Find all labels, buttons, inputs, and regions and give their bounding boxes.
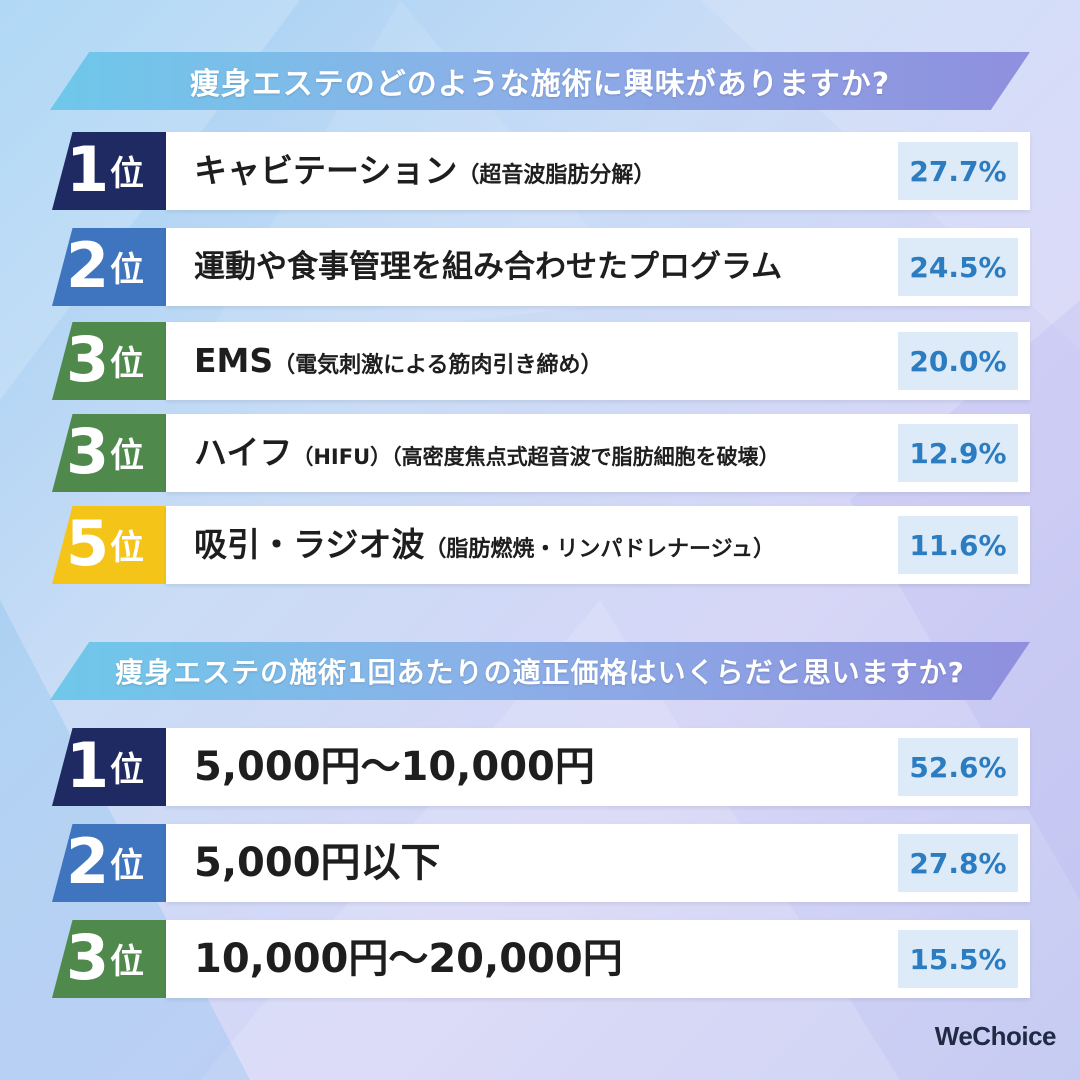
q2-row-3: 3 位 10,000円〜20,000円 15.5% xyxy=(52,920,1030,998)
rank-suffix: 位 xyxy=(110,436,144,476)
q1-row-3: 3 位 EMS（電気刺激による筋肉引き締め） 20.0% xyxy=(52,322,1030,400)
answer-card: 吸引・ラジオ波（脂肪燃焼・リンパドレナージュ） 11.6% xyxy=(166,506,1030,584)
rank-number: 1 xyxy=(66,729,110,802)
rank-number: 3 xyxy=(66,323,110,396)
answer-label: EMS xyxy=(194,341,274,380)
rank-badge: 2 位 xyxy=(52,228,166,306)
answer-label: 5,000円以下 xyxy=(194,840,441,886)
answer-card: キャビテーション（超音波脂肪分解） 27.7% xyxy=(166,132,1030,210)
wechoice-logo: WeChoice xyxy=(934,1021,1057,1051)
rank-suffix: 位 xyxy=(110,528,144,568)
answer-card: ハイフ（HIFU）（高密度焦点式超音波で脂肪細胞を破壊） 12.9% xyxy=(166,414,1030,492)
answer-card: 5,000円以下 27.8% xyxy=(166,824,1030,902)
answer-percent: 15.5% xyxy=(898,930,1018,988)
q1-title-banner: 痩身エステのどのような施術に興味がありますか? xyxy=(50,52,1030,110)
answer-note: （脂肪燃焼・リンパドレナージュ） xyxy=(424,537,776,562)
answer-percent: 27.8% xyxy=(898,834,1018,892)
answer-percent: 24.5% xyxy=(898,238,1018,296)
answer-card: 運動や食事管理を組み合わせたプログラム 24.5% xyxy=(166,228,1030,306)
answer-label: ハイフ xyxy=(194,433,293,472)
q2-title: 痩身エステの施術1回あたりの適正価格はいくらだと思いますか? xyxy=(115,656,965,689)
rank-badge: 3 位 xyxy=(52,414,166,492)
rank-badge: 5 位 xyxy=(52,506,166,584)
rank-badge: 3 位 xyxy=(52,322,166,400)
rank-suffix: 位 xyxy=(110,154,144,194)
rank-badge: 2 位 xyxy=(52,824,166,902)
answer-card: 10,000円〜20,000円 15.5% xyxy=(166,920,1030,998)
q1-row-4: 3 位 ハイフ（HIFU）（高密度焦点式超音波で脂肪細胞を破壊） 12.9% xyxy=(52,414,1030,492)
answer-percent: 20.0% xyxy=(898,332,1018,390)
answer-note: （超音波脂肪分解） xyxy=(457,163,656,188)
answer-percent: 11.6% xyxy=(898,516,1018,574)
answer-label: 5,000円〜10,000円 xyxy=(194,744,595,790)
answer-percent: 52.6% xyxy=(898,738,1018,796)
answer-label: キャビテーション xyxy=(194,151,458,190)
rank-number: 2 xyxy=(66,825,110,898)
rank-number: 1 xyxy=(66,133,110,206)
q2-row-2: 2 位 5,000円以下 27.8% xyxy=(52,824,1030,902)
rank-suffix: 位 xyxy=(110,846,144,886)
q1-row-2: 2 位 運動や食事管理を組み合わせたプログラム 24.5% xyxy=(52,228,1030,306)
rank-badge: 1 位 xyxy=(52,728,166,806)
rank-suffix: 位 xyxy=(110,344,144,384)
q2-row-1: 1 位 5,000円〜10,000円 52.6% xyxy=(52,728,1030,806)
answer-percent: 12.9% xyxy=(898,424,1018,482)
answer-note: （電気刺激による筋肉引き締め） xyxy=(273,353,603,378)
answer-label: 吸引・ラジオ波 xyxy=(194,525,425,564)
rank-number: 3 xyxy=(66,415,110,488)
q1-row-1: 1 位 キャビテーション（超音波脂肪分解） 27.7% xyxy=(52,132,1030,210)
rank-suffix: 位 xyxy=(110,942,144,982)
q1-title: 痩身エステのどのような施術に興味がありますか? xyxy=(189,67,891,102)
rank-number: 3 xyxy=(66,921,110,994)
rank-number: 5 xyxy=(66,507,110,580)
answer-label: 運動や食事管理を組み合わせたプログラム xyxy=(194,249,783,285)
q2-title-banner: 痩身エステの施術1回あたりの適正価格はいくらだと思いますか? xyxy=(50,642,1030,700)
answer-card: EMS（電気刺激による筋肉引き締め） 20.0% xyxy=(166,322,1030,400)
rank-badge: 3 位 xyxy=(52,920,166,998)
rank-suffix: 位 xyxy=(110,250,144,290)
answer-note: （HIFU）（高密度焦点式超音波で脂肪細胞を破壊） xyxy=(292,445,780,469)
answer-card: 5,000円〜10,000円 52.6% xyxy=(166,728,1030,806)
answer-percent: 27.7% xyxy=(898,142,1018,200)
rank-number: 2 xyxy=(66,229,110,302)
answer-label: 10,000円〜20,000円 xyxy=(194,936,623,982)
rank-suffix: 位 xyxy=(110,750,144,790)
q1-row-5: 5 位 吸引・ラジオ波（脂肪燃焼・リンパドレナージュ） 11.6% xyxy=(52,506,1030,584)
rank-badge: 1 位 xyxy=(52,132,166,210)
